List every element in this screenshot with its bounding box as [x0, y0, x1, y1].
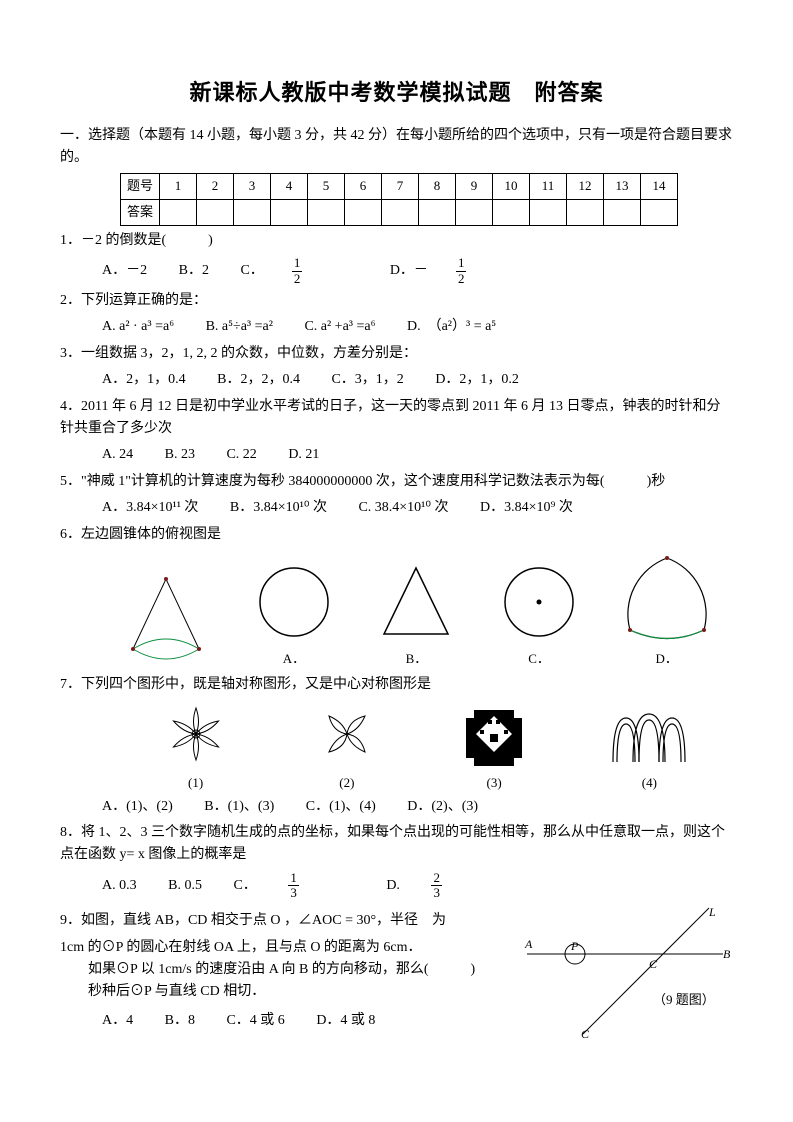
q6: 6．左边圆锥体的俯视图是 — [60, 524, 733, 546]
q9: A B L C C P （9 题图） 9．如图，直线 AB，CD 相交于点 O … — [60, 910, 733, 1032]
svg-text:P: P — [570, 939, 579, 953]
q7-options: A．(1)、(2) B．(1)、(3) C．(1)、(4) D．(2)、(3) — [102, 796, 733, 818]
q6-opt-d: D． — [622, 552, 712, 670]
q1-options: A．－2 B．2 C．12 D．－12 — [102, 256, 733, 286]
answer-grid: 题号 1 2 3 4 5 6 7 8 9 10 11 12 13 14 答案 — [120, 173, 678, 226]
q7-fig1: (1) — [164, 702, 228, 794]
q5: 5．"神威 1"计算机的计算速度为每秒 384000000000 次，这个速度用… — [60, 471, 733, 493]
answer-row-label: 答案 — [121, 200, 160, 226]
q2: 2．下列运算正确的是： — [60, 290, 733, 312]
q8-options: A. 0.3 B. 0.5 C． 13 D. 23 — [102, 871, 733, 901]
q6-cone — [121, 571, 211, 669]
answer-header: 题号 — [121, 174, 160, 200]
q8: 8．将 1、2、3 三个数字随机生成的点的坐标，如果每个点出现的可能性相等，那么… — [60, 822, 733, 867]
q4: 4．2011 年 6 月 12 日是初中学业水平考试的日子，这一天的零点到 20… — [60, 396, 733, 441]
q7-fig2: (2) — [315, 702, 379, 794]
q3: 3．一组数据 3，2，1, 2, 2 的众数，中位数，方差分别是： — [60, 343, 733, 365]
q9-figure: A B L C C P （9 题图） — [523, 904, 733, 1052]
q7-fig4: (4) — [609, 710, 689, 794]
svg-text:C: C — [581, 1027, 590, 1041]
svg-text:C: C — [649, 957, 658, 971]
q6-figures: A． B． C． D． — [100, 552, 733, 670]
q1: 1．－2 的倒数是( ) — [60, 230, 733, 252]
section1-intro: 一．选择题（本题有 14 小题，每小题 3 分，共 42 分）在每小题所给的四个… — [60, 125, 733, 170]
svg-text:L: L — [708, 905, 716, 919]
svg-text:A: A — [524, 937, 533, 951]
q7-figures: (1) (2) — [120, 702, 733, 794]
q7: 7．下列四个图形中，既是轴对称图形，又是中心对称图形是 — [60, 674, 733, 696]
q4-options: A. 24 B. 23 C. 22 D. 21 — [102, 444, 733, 466]
q6-opt-b: B． — [376, 562, 456, 670]
q6-opt-a: A． — [254, 562, 334, 670]
page-title: 新课标人教版中考数学模拟试题 附答案 — [60, 75, 733, 110]
q7-fig3: (3) — [466, 710, 522, 794]
q3-options: A．2，1，0.4 B．2，2，0.4 C．3，1，2 D．2，1，0.2 — [102, 369, 733, 391]
svg-text:（9 题图）: （9 题图） — [653, 992, 715, 1007]
q6-opt-c: C． — [499, 562, 579, 670]
q2-options: A. a² · a³ =a⁶ B. a⁵÷a³ =a² C. a² +a³ =a… — [102, 316, 733, 338]
svg-text:B: B — [723, 947, 731, 961]
q5-options: A．3.84×10¹¹ 次 B．3.84×10¹⁰ 次 C. 38.4×10¹⁰… — [102, 497, 733, 519]
